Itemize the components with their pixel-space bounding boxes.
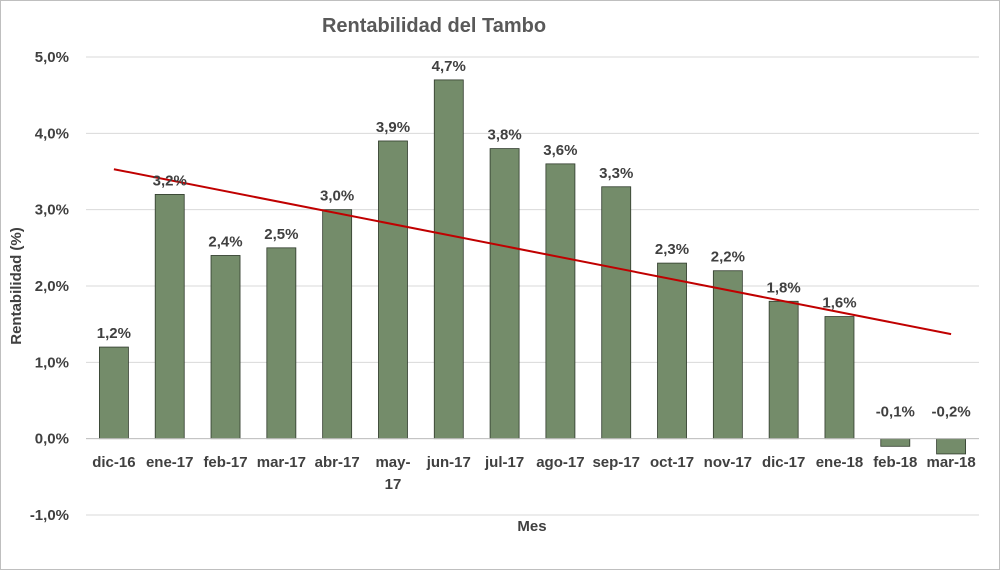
- x-tick-label-line: mar-18: [926, 454, 975, 471]
- bar: [210, 255, 241, 440]
- data-label: 2,5%: [264, 226, 298, 243]
- x-tick-label-line: jul-17: [484, 454, 524, 471]
- x-tick-label-line: ene-17: [146, 454, 194, 471]
- bar-series: [98, 79, 967, 455]
- x-tick-label: ene-18: [816, 454, 864, 471]
- x-tick-label: jun-17: [426, 454, 471, 471]
- bar: [98, 346, 129, 440]
- chart-title: Rentabilidad del Tambo: [322, 15, 546, 37]
- x-tick-label: dic-16: [92, 454, 135, 471]
- x-tick-label-line: 17: [385, 476, 402, 493]
- x-tick-label: jul-17: [484, 454, 524, 471]
- y-tick-label: -1,0%: [30, 507, 69, 524]
- x-tick-label-line: dic-16: [92, 454, 135, 471]
- data-label: 2,4%: [208, 233, 242, 250]
- x-tick-label-line: ago-17: [536, 454, 584, 471]
- x-tick-label: abr-17: [315, 454, 360, 471]
- x-tick-label-line: dic-17: [762, 454, 805, 471]
- data-label: 3,9%: [376, 119, 410, 136]
- data-label: 1,6%: [822, 295, 856, 312]
- x-tick-label-line: ene-18: [816, 454, 864, 471]
- data-labels: 1,2% 3,2% 2,4% 2,5% 3,0% 3,9% 4,7% 3,8% 3,6% 3,3%…: [97, 58, 971, 421]
- data-label: 3,6%: [543, 142, 577, 159]
- data-label: -0,2%: [932, 404, 971, 421]
- data-label: 1,8%: [767, 279, 801, 296]
- x-axis-title: Mes: [517, 518, 546, 535]
- bar: [322, 209, 353, 440]
- y-tick-label: 0,0%: [35, 431, 69, 448]
- x-tick-label: sep-17: [592, 454, 640, 471]
- bar: [266, 247, 297, 440]
- data-label: 4,7%: [432, 58, 466, 75]
- x-tick-label-line: nov-17: [704, 454, 752, 471]
- y-axis-ticks: -1,0% 0,0% 1,0% 2,0% 3,0% 4,0% 5,0%: [30, 49, 69, 524]
- data-label: 3,2%: [153, 172, 187, 189]
- bar: [657, 262, 687, 440]
- trendline-group: [113, 168, 952, 336]
- x-tick-label: ago-17: [536, 454, 584, 471]
- x-tick-label: feb-18: [873, 454, 917, 471]
- y-tick-label: 4,0%: [35, 125, 69, 142]
- x-tick-label-line: sep-17: [592, 454, 640, 471]
- data-label: 2,3%: [655, 241, 689, 258]
- y-tick-label: 3,0%: [35, 202, 69, 219]
- x-tick-label: nov-17: [704, 454, 752, 471]
- bar: [545, 163, 576, 440]
- bar: [768, 300, 799, 440]
- x-tick-label: mar-18: [926, 454, 975, 471]
- data-label: 1,2%: [97, 325, 131, 342]
- x-tick-label: may- 17: [375, 454, 410, 493]
- bar: [880, 438, 911, 447]
- data-label: 3,8%: [487, 127, 521, 144]
- x-tick-label: oct-17: [650, 454, 694, 471]
- x-tick-label: ene-17: [146, 454, 194, 471]
- bar: [433, 79, 464, 440]
- x-axis-ticks: dic-16 ene-17 feb-17 mar-17 abr-17 may- 17 jun-…: [92, 454, 975, 493]
- bar: [824, 316, 855, 440]
- y-tick-label: 1,0%: [35, 354, 69, 371]
- data-label: 3,0%: [320, 188, 354, 205]
- x-tick-label-line: abr-17: [315, 454, 360, 471]
- x-tick-label-line: jun-17: [426, 454, 471, 471]
- x-tick-label: feb-17: [203, 454, 247, 471]
- x-tick-label-line: feb-18: [873, 454, 917, 471]
- trendline: [113, 168, 952, 336]
- x-tick-label-line: mar-17: [257, 454, 306, 471]
- data-label: 2,2%: [711, 249, 745, 266]
- x-tick-label: dic-17: [762, 454, 805, 471]
- bar: [601, 186, 632, 440]
- x-tick-label-line: may-: [375, 454, 410, 471]
- x-tick-label-line: feb-17: [203, 454, 247, 471]
- x-tick-label-line: oct-17: [650, 454, 694, 471]
- data-label: -0,1%: [876, 404, 915, 421]
- bar: [712, 270, 743, 440]
- y-tick-label: 2,0%: [35, 278, 69, 295]
- y-tick-label: 5,0%: [35, 49, 69, 66]
- bar: [154, 193, 185, 440]
- bar: [489, 148, 520, 440]
- bar: [378, 140, 408, 440]
- x-tick-label: mar-17: [257, 454, 306, 471]
- y-axis-title: Rentabilidad (%): [8, 227, 25, 345]
- data-label: 3,3%: [599, 165, 633, 182]
- bar: [936, 438, 967, 455]
